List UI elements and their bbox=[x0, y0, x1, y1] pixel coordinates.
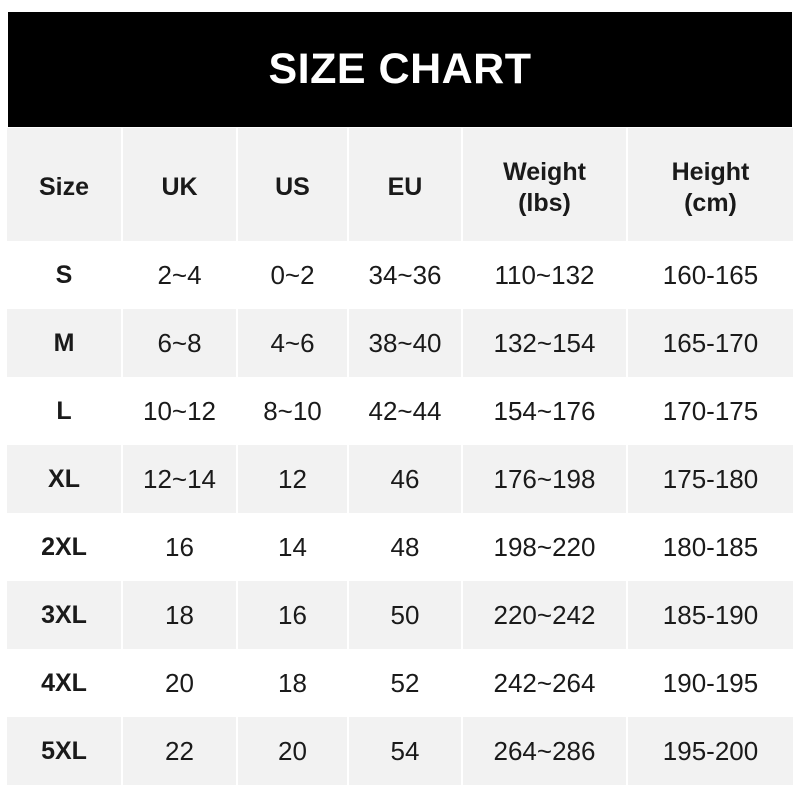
cell-uk: 20 bbox=[122, 649, 238, 717]
cell-uk: 12~14 bbox=[122, 445, 238, 513]
table-row: 5XL 22 20 54 264~286 195-200 bbox=[7, 717, 793, 785]
cell-uk: 6~8 bbox=[122, 309, 238, 377]
column-header-weight-unit: (lbs) bbox=[518, 188, 571, 217]
cell-size: 3XL bbox=[7, 581, 123, 649]
table-header-row: Size UK US EU Weight (lbs) Height (cm) bbox=[7, 128, 793, 241]
table-row: 2XL 16 14 48 198~220 180-185 bbox=[7, 513, 793, 581]
cell-height: 195-200 bbox=[662, 736, 759, 766]
cell-uk: 16 bbox=[122, 513, 238, 581]
column-header-us: US bbox=[237, 128, 349, 241]
cell-height: 190-195 bbox=[662, 668, 759, 698]
cell-size: L bbox=[7, 377, 123, 445]
cell-us: 18 bbox=[237, 649, 349, 717]
cell-height: 185-190 bbox=[662, 600, 759, 630]
column-header-us-label: US bbox=[275, 173, 310, 202]
column-header-height: Height (cm) bbox=[627, 128, 793, 241]
cell-size: S bbox=[7, 241, 123, 309]
cell-height: 160-165 bbox=[662, 260, 759, 290]
cell-us: 12 bbox=[237, 445, 349, 513]
cell-us: 8~10 bbox=[237, 377, 349, 445]
cell-height: 165-170 bbox=[662, 328, 759, 358]
column-header-weight: Weight (lbs) bbox=[462, 128, 628, 241]
cell-us: 0~2 bbox=[237, 241, 349, 309]
size-chart-table: Size UK US EU Weight (lbs) Height (cm) bbox=[7, 128, 793, 785]
column-header-size: Size bbox=[7, 128, 123, 241]
cell-eu: 52 bbox=[348, 649, 463, 717]
cell-uk: 10~12 bbox=[122, 377, 238, 445]
cell-uk: 18 bbox=[122, 581, 238, 649]
cell-weight: 176~198 bbox=[462, 445, 628, 513]
cell-us: 4~6 bbox=[237, 309, 349, 377]
column-header-eu: EU bbox=[348, 128, 463, 241]
cell-size: M bbox=[7, 309, 123, 377]
cell-size: 2XL bbox=[7, 513, 123, 581]
cell-eu: 46 bbox=[348, 445, 463, 513]
table-row: XL 12~14 12 46 176~198 175-180 bbox=[7, 445, 793, 513]
cell-eu: 48 bbox=[348, 513, 463, 581]
cell-uk: 22 bbox=[122, 717, 238, 785]
column-header-size-label: Size bbox=[38, 173, 90, 202]
table-row: 4XL 20 18 52 242~264 190-195 bbox=[7, 649, 793, 717]
column-header-height-unit: (cm) bbox=[684, 188, 737, 217]
table-row: S 2~4 0~2 34~36 110~132 160-165 bbox=[7, 241, 793, 309]
cell-weight: 198~220 bbox=[462, 513, 628, 581]
cell-weight: 132~154 bbox=[462, 309, 628, 377]
table-body: S 2~4 0~2 34~36 110~132 160-165 M 6~8 4~… bbox=[7, 241, 793, 785]
cell-eu: 38~40 bbox=[348, 309, 463, 377]
cell-size: 4XL bbox=[7, 649, 123, 717]
cell-height: 170-175 bbox=[662, 396, 759, 426]
table-row: M 6~8 4~6 38~40 132~154 165-170 bbox=[7, 309, 793, 377]
cell-us: 16 bbox=[237, 581, 349, 649]
column-header-height-label: Height bbox=[671, 158, 750, 186]
cell-height: 175-180 bbox=[662, 464, 759, 494]
table-row: L 10~12 8~10 42~44 154~176 170-175 bbox=[7, 377, 793, 445]
cell-eu: 54 bbox=[348, 717, 463, 785]
page-title: SIZE CHART bbox=[268, 45, 532, 93]
column-header-uk-label: UK bbox=[161, 173, 198, 202]
cell-us: 14 bbox=[237, 513, 349, 581]
cell-eu: 42~44 bbox=[348, 377, 463, 445]
cell-eu: 50 bbox=[348, 581, 463, 649]
column-header-weight-label: Weight bbox=[503, 158, 586, 186]
column-header-eu-label: EU bbox=[387, 173, 423, 202]
cell-size: XL bbox=[7, 445, 123, 513]
title-banner: SIZE CHART bbox=[8, 12, 792, 127]
cell-weight: 220~242 bbox=[462, 581, 628, 649]
cell-weight: 110~132 bbox=[462, 241, 628, 309]
cell-uk: 2~4 bbox=[122, 241, 238, 309]
cell-us: 20 bbox=[237, 717, 349, 785]
cell-weight: 154~176 bbox=[462, 377, 628, 445]
cell-weight: 242~264 bbox=[462, 649, 628, 717]
column-header-uk: UK bbox=[122, 128, 238, 241]
table-row: 3XL 18 16 50 220~242 185-190 bbox=[7, 581, 793, 649]
cell-height: 180-185 bbox=[662, 532, 759, 562]
cell-size: 5XL bbox=[7, 717, 123, 785]
cell-eu: 34~36 bbox=[348, 241, 463, 309]
cell-weight: 264~286 bbox=[462, 717, 628, 785]
